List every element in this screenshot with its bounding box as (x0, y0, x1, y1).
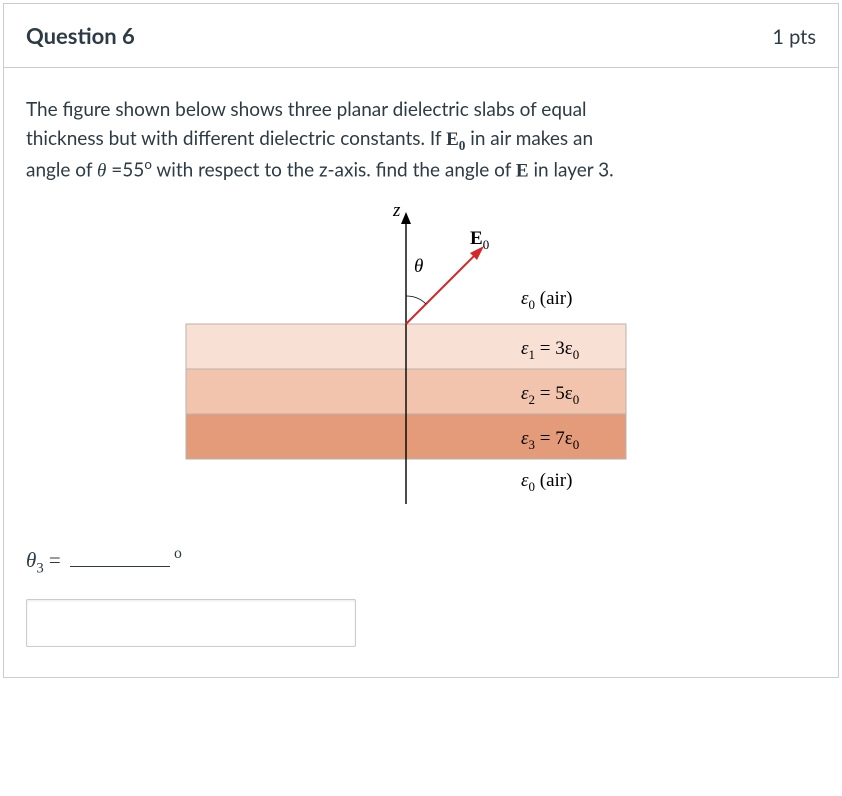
answer-blank (70, 544, 170, 567)
symbol-E: E (516, 161, 529, 182)
prompt-text: with respect to the z-axis. find the ang… (152, 159, 516, 182)
question-card: Question 6 1 pts The figure shown below … (3, 3, 839, 678)
diagram: z E0 θ ε0 (air) ε1 = 3ε0 ε2 = 5ε0 ε3 = 7… (26, 204, 816, 514)
question-points: 1 pts (772, 25, 816, 49)
answer-input[interactable] (26, 599, 356, 647)
diagram-svg: z E0 θ ε0 (air) ε1 = 3ε0 ε2 = 5ε0 ε3 = 7… (166, 204, 676, 514)
eps-rhs: = 7ε (535, 428, 573, 449)
eps-rhs-sub: 0 (573, 392, 580, 407)
eps-rhs-sub: 0 (573, 347, 580, 362)
eps-rhs-sub: 0 (573, 437, 580, 452)
symbol-E0: E0 (446, 129, 465, 150)
prompt-text: in air makes an (465, 127, 593, 150)
e0-label: E0 (470, 228, 489, 252)
z-label: z (392, 204, 401, 221)
prompt-text: thickness but with different dielectric … (26, 127, 446, 150)
answer-expression: θ3 = o (26, 544, 816, 579)
prompt-text: The figure shown below shows three plana… (26, 98, 587, 121)
question-title: Question 6 (26, 22, 135, 49)
air-bottom-label: ε0 (air) (521, 470, 572, 494)
degree-symbol: o (144, 156, 152, 172)
air-paren: (air) (535, 470, 572, 491)
prompt-text: = (106, 159, 122, 182)
question-header: Question 6 1 pts (4, 4, 838, 68)
eps-rhs: = 5ε (535, 383, 573, 404)
prompt-text: in layer 3. (529, 159, 614, 182)
e0-label-sub: 0 (483, 237, 490, 252)
z-arrow-head-icon (401, 212, 411, 224)
prompt-text: angle of (26, 159, 97, 182)
symbol-theta: θ (97, 161, 106, 182)
answer-sub: 3 (36, 560, 43, 576)
answer-eq: = (44, 548, 66, 572)
air-paren: (air) (535, 288, 572, 309)
e0-label-E: E (470, 228, 483, 249)
degree-symbol: o (174, 545, 182, 562)
question-body: The figure shown below shows three plana… (4, 68, 838, 677)
answer-theta: θ (26, 548, 36, 572)
symbol-E: E (446, 129, 459, 150)
air-top-label: ε0 (air) (521, 288, 572, 312)
question-prompt: The figure shown below shows three plana… (26, 96, 816, 186)
theta-label: θ (414, 256, 423, 277)
angle-value: 55 (122, 159, 144, 182)
eps-rhs: = 3ε (535, 338, 573, 359)
angle-arc (406, 296, 426, 304)
